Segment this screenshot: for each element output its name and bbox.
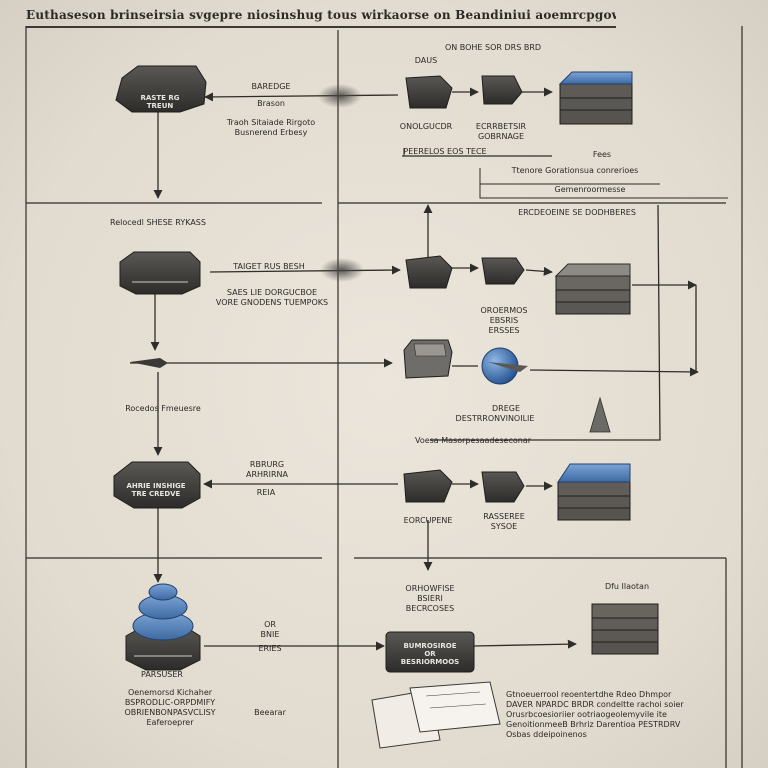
cone-icon bbox=[589, 396, 611, 433]
hub-node-2 bbox=[119, 251, 201, 295]
top-db-note: ON BOHE SOR DRS BRD bbox=[444, 43, 542, 52]
hub2-caption: Rocedos Fmeuesre bbox=[125, 404, 201, 413]
globe-sub: DESTRRONVINOILIE bbox=[455, 414, 535, 423]
arrow1-title: BAREDGE bbox=[251, 82, 291, 91]
database-stack-4 bbox=[591, 603, 659, 655]
router-device bbox=[403, 339, 453, 379]
hub-node-4 bbox=[125, 583, 201, 671]
globe-icon bbox=[481, 347, 528, 385]
flow-arrows bbox=[130, 87, 699, 651]
database-stack-2 bbox=[554, 263, 631, 315]
arrow2-title: TAIGET RUS BESH bbox=[233, 262, 305, 271]
arrow4-sub: ERIES bbox=[258, 644, 282, 653]
database-stack-3 bbox=[557, 463, 631, 521]
spine-arrows bbox=[150, 112, 433, 583]
row1-node-b: ECRRBETSIR GOBRNAGE bbox=[475, 122, 527, 141]
frame-lines bbox=[25, 26, 743, 768]
brackets bbox=[403, 148, 728, 199]
hub-node-1: RASTE RG TREUN bbox=[115, 65, 207, 113]
motion-blur-2 bbox=[320, 258, 364, 282]
row2-node-b: OROERMOS EBSRIS ERSSES bbox=[480, 306, 528, 335]
diagram-title: Euthaseson brinseirsia svgepre niosinshu… bbox=[26, 8, 616, 22]
hub3-text-2: TRE CREDVE bbox=[132, 490, 181, 498]
row1-db-label: Fees bbox=[592, 150, 612, 159]
bottom-left-note: Oenemorsd Kichaher BSPRODLIC-ORPDMIFY OB… bbox=[124, 688, 216, 727]
globe-title: DREGE bbox=[491, 404, 521, 413]
proc-text-2: OR bbox=[424, 650, 436, 658]
gateway-node-r1a bbox=[405, 75, 453, 109]
hub-node-3: AHRIE INSHIGE TRE CREDVE bbox=[113, 461, 201, 509]
row1-note: Traoh Sitaiade Rirgoto Busnerend Erbesy bbox=[226, 118, 316, 137]
row3-node-a: EORCUPENE bbox=[403, 516, 453, 525]
band4-db-label: Dfu Ilaotan bbox=[604, 582, 650, 591]
bottom-left-label: PARSUSER bbox=[141, 670, 183, 679]
gateway-node-r1b bbox=[481, 75, 523, 105]
band2-bracket: ERCDEOEINE SE DODHBERES bbox=[518, 208, 636, 217]
title-underline bbox=[26, 26, 616, 28]
process-box: BUMROSIROE OR BESRIORMOOS bbox=[385, 631, 475, 673]
row1-bracket-b: Ttenore Gorationsua conrerioes bbox=[511, 166, 639, 175]
hub3-text-1: AHRIE INSHIGE bbox=[127, 482, 186, 490]
gateway-node-r3b bbox=[481, 471, 525, 503]
row3-node-b: RASSEREE SYSOE bbox=[483, 512, 525, 531]
hub1-text-2: TREUN bbox=[147, 102, 174, 110]
arrow3-title: RBRURG ARHRIRNA bbox=[246, 460, 288, 479]
bottom-right-note: Gtnoeuerrool reoentertdhe Rdeo Dhmpor DA… bbox=[506, 690, 684, 739]
proc-text-3: BESRIORMOOS bbox=[401, 658, 459, 666]
arrow2-sub: SAES LIE DORGUCBOE VORE GNODENS TUEMPOKS bbox=[215, 288, 329, 307]
database-stack-1 bbox=[558, 71, 633, 125]
arrow1-sub: Brason bbox=[257, 99, 285, 108]
document-papers bbox=[371, 681, 501, 749]
proc-note: ORHOWFISE BSIERI BECRCOSES bbox=[405, 584, 455, 613]
bottom-mid-label: Beearar bbox=[254, 708, 286, 717]
row1-bracket: PEERELOS EOS TECE bbox=[403, 147, 487, 156]
motion-blur-1 bbox=[318, 84, 362, 108]
arrow4-title: OR BNIE bbox=[260, 620, 280, 639]
top-node-label: DAUS bbox=[414, 56, 438, 65]
hub1-text-1: RASTE RG bbox=[141, 94, 180, 102]
arrow3-sub: REIA bbox=[256, 488, 276, 497]
proc-text-1: BUMROSIROE bbox=[403, 642, 456, 650]
gateway-node-r3a bbox=[403, 469, 453, 503]
row1-node-a: ONOLGUCDR bbox=[399, 122, 453, 131]
dart-arrow bbox=[130, 358, 168, 368]
gateway-nodes bbox=[403, 75, 525, 503]
gateway-node-r2a bbox=[405, 255, 453, 289]
hub1-caption: Relocedl SHESE RYKASS bbox=[110, 218, 206, 227]
gateway-node-r2b bbox=[481, 257, 525, 285]
row2-bracket: Voesa Masorpesaadeseconar bbox=[414, 436, 532, 445]
row1-bracket-b-sub: Gemenroormesse bbox=[554, 185, 626, 194]
